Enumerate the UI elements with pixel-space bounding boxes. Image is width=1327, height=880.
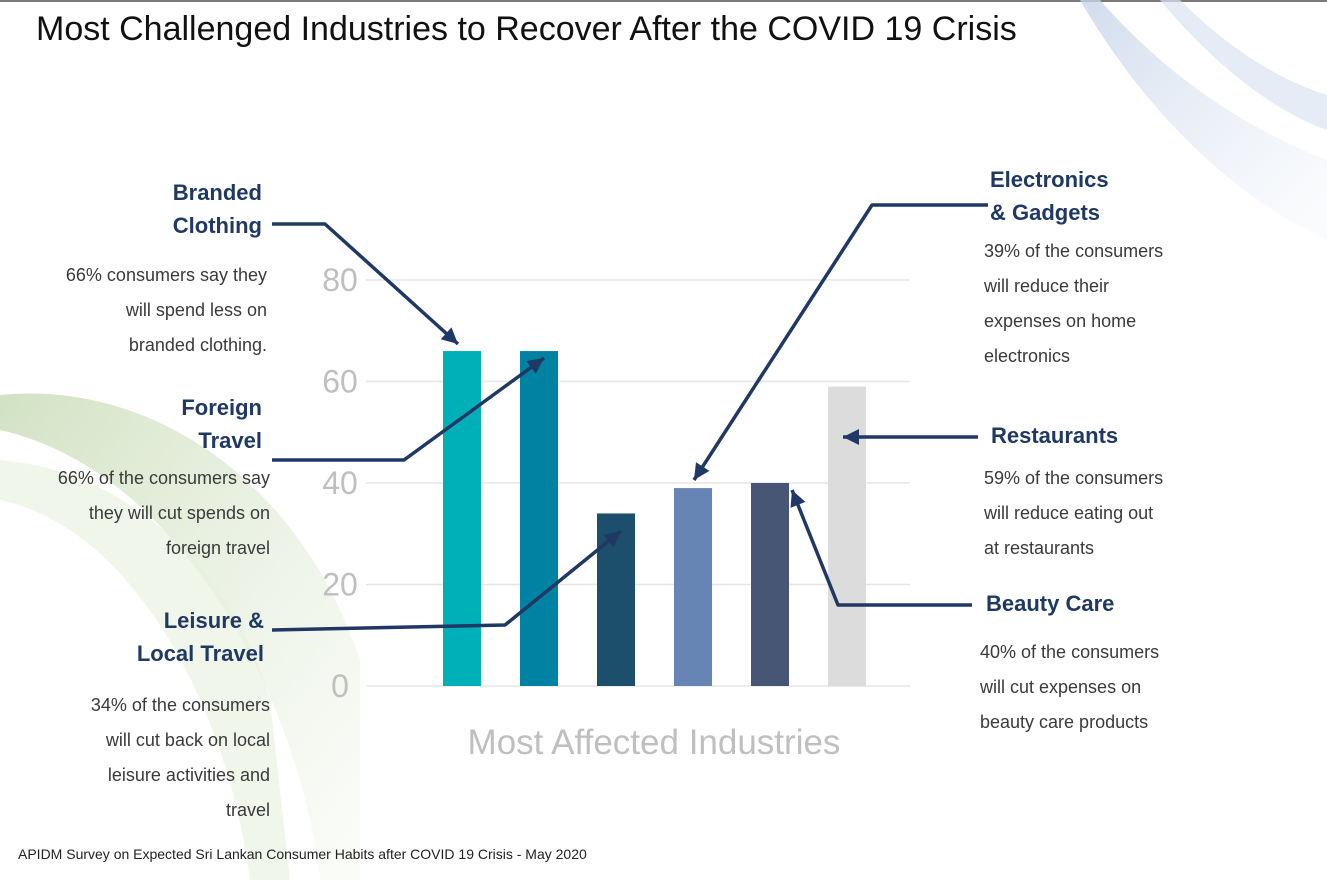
- y-tick-label: 0: [331, 668, 349, 704]
- source-citation: APIDM Survey on Expected Sri Lankan Cons…: [18, 846, 587, 862]
- description-line: 34% of the consumers: [90, 695, 270, 715]
- arrow-line: [271, 529, 623, 632]
- electronics-arrow: [692, 203, 988, 481]
- restaurants-description: 59% of the consumers will reduce eating …: [984, 461, 1244, 566]
- description-line: expenses on home: [984, 311, 1137, 331]
- description-line: travel: [225, 800, 270, 820]
- description-line: 66% of the consumers say: [57, 468, 270, 488]
- arrow-line: [272, 222, 460, 346]
- y-tick-label: 60: [322, 364, 358, 400]
- electronics-description: 39% of the consumers will reduce their e…: [984, 234, 1244, 374]
- branded-clothing-arrow: [272, 222, 460, 346]
- y-tick-label: 20: [322, 567, 358, 603]
- y-tick-label: 40: [322, 465, 358, 501]
- blue-swoosh-shape-outer: [1160, 0, 1327, 130]
- branded-clothing-label-line: Clothing: [172, 213, 262, 238]
- description-line: will cut expenses on: [980, 677, 1142, 697]
- leisure-travel-label-line: Leisure &: [163, 608, 264, 633]
- restaurants-arrow: [843, 429, 978, 445]
- arrow-head: [603, 531, 621, 548]
- description-line: will reduce eating out: [984, 503, 1154, 523]
- leisure-travel-arrow: [271, 529, 623, 632]
- description-line: 39% of the consumers: [984, 241, 1164, 261]
- restaurants-label-line: Restaurants: [991, 423, 1119, 448]
- bar: [597, 513, 635, 686]
- branded-clothing-label-line: Branded: [172, 180, 262, 205]
- description-line: leisure activities and: [107, 765, 270, 785]
- bar: [674, 488, 712, 686]
- arrow-head: [790, 490, 806, 508]
- arrow-line: [790, 489, 972, 607]
- top-border: [0, 0, 1327, 2]
- foreign-travel-label-line: Travel: [198, 428, 262, 453]
- arrow-head: [526, 358, 544, 374]
- foreign-travel-label-line: Foreign: [181, 395, 262, 420]
- beauty-care-label-line: Beauty Care: [986, 591, 1115, 616]
- description-line: 59% of the consumers: [984, 468, 1164, 488]
- bar-chart: 0 20 40 60 80 Most Affected Industries: [271, 203, 988, 762]
- arrow-head: [694, 462, 710, 480]
- bar: [751, 483, 789, 686]
- beauty-care-arrow: [790, 489, 972, 607]
- leisure-travel-label: Leisure & Local Travel: [80, 604, 264, 670]
- description-line: beauty care products: [980, 712, 1149, 732]
- branded-clothing-label: Branded Clothing: [100, 176, 262, 242]
- foreign-travel-arrow: [272, 356, 546, 462]
- electronics-label: Electronics & Gadgets: [990, 163, 1190, 229]
- foreign-travel-description: 66% of the consumers say they will cut s…: [10, 461, 270, 566]
- leisure-travel-label-line: Local Travel: [136, 641, 264, 666]
- arrow-line: [272, 356, 546, 462]
- electronics-label-line: & Gadgets: [990, 200, 1101, 225]
- arrow-line: [692, 203, 988, 481]
- description-line: at restaurants: [984, 538, 1095, 558]
- bar: [828, 386, 866, 686]
- electronics-label-line: Electronics: [990, 167, 1109, 192]
- bar: [520, 351, 558, 686]
- description-line: 66% consumers say they: [65, 265, 267, 285]
- beauty-care-description: 40% of the consumers will cut expenses o…: [980, 635, 1240, 740]
- description-line: will reduce their: [984, 276, 1110, 296]
- y-tick-label: 80: [322, 262, 358, 298]
- description-line: 40% of the consumers: [980, 642, 1160, 662]
- branded-clothing-description: 66% consumers say they will spend less o…: [10, 258, 267, 363]
- arrow-head: [843, 429, 859, 445]
- description-line: branded clothing.: [128, 335, 267, 355]
- page-title: Most Challenged Industries to Recover Af…: [36, 10, 1017, 48]
- description-line: they will cut spends on: [88, 503, 270, 523]
- blue-swoosh-shape: [1080, 0, 1327, 240]
- green-swoosh-shape-inner: [0, 460, 290, 880]
- description-line: will cut back on local: [105, 730, 270, 750]
- description-line: electronics: [984, 346, 1071, 366]
- arrow-head: [440, 327, 458, 344]
- leisure-travel-description: 34% of the consumers will cut back on lo…: [10, 688, 270, 828]
- foreign-travel-label: Foreign Travel: [100, 391, 262, 457]
- x-axis-label: Most Affected Industries: [468, 723, 841, 762]
- description-line: will spend less on: [125, 300, 267, 320]
- green-swoosh-shape: [0, 393, 360, 880]
- bar: [443, 351, 481, 686]
- restaurants-label: Restaurants: [991, 419, 1191, 452]
- description-line: foreign travel: [165, 538, 270, 558]
- beauty-care-label: Beauty Care: [986, 587, 1186, 620]
